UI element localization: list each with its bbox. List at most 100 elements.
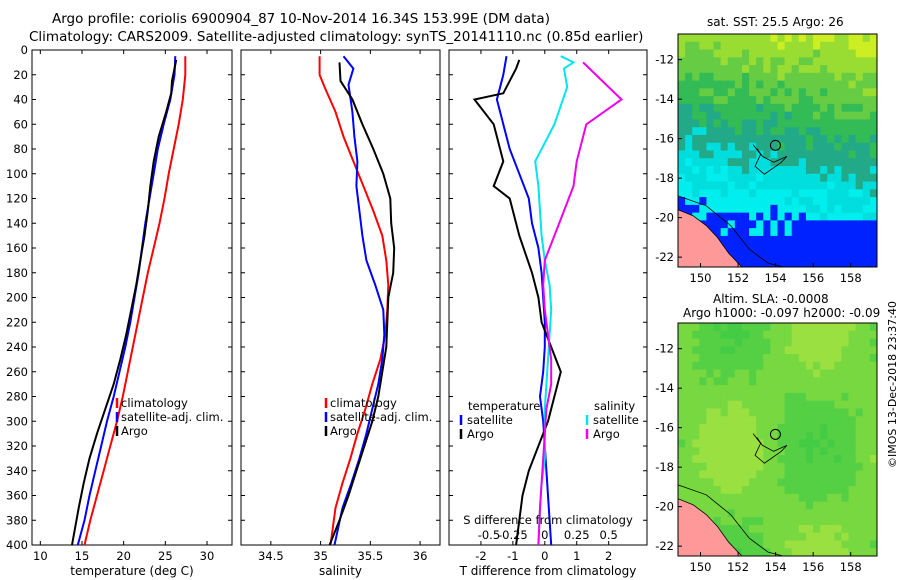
lon-tick-label: 156 <box>802 560 824 574</box>
series-climatology <box>83 56 187 545</box>
sst-map-field <box>678 34 877 267</box>
lat-tick-label: -12 <box>655 53 674 67</box>
series-satellite-adj-clim- <box>333 55 386 545</box>
x-tick-label: 35 <box>313 549 328 563</box>
legend-label: climatology <box>121 396 188 410</box>
depth-tick-label: 360 <box>6 489 28 503</box>
depth-tick-label: 140 <box>6 216 28 230</box>
legend-label: climatology <box>330 396 397 410</box>
depth-tick-label: 120 <box>6 192 28 206</box>
lat-tick-label: -20 <box>655 211 674 225</box>
lat-tick-label: -20 <box>655 500 674 514</box>
reef-outline <box>752 433 788 464</box>
land-mass <box>678 209 743 267</box>
lat-tick-label: -16 <box>655 132 674 146</box>
lon-tick-label: 150 <box>690 271 712 285</box>
depth-tick-label: 20 <box>13 68 28 82</box>
depth-tick-label: 300 <box>6 414 28 428</box>
legend-label: Argo <box>593 427 620 441</box>
temperature-frame <box>31 49 233 546</box>
lat-tick-label: -18 <box>655 171 674 185</box>
series-temperature-argo <box>472 59 562 545</box>
series-climatology <box>318 56 390 545</box>
depth-tick-label: 80 <box>13 142 28 156</box>
depth-tick-label: 200 <box>6 291 28 305</box>
depth-tick-label: 60 <box>13 117 28 131</box>
depth-tick-label: 240 <box>6 340 28 354</box>
lon-tick-label: 150 <box>690 560 712 574</box>
depth-tick-label: 100 <box>6 167 28 181</box>
x-tick-label: 2 <box>605 549 612 563</box>
legend-label: satellite <box>467 413 513 427</box>
lon-tick-label: 158 <box>840 560 862 574</box>
float-position-marker <box>769 139 781 151</box>
legend-label: satellite-adj. clim. <box>330 410 432 424</box>
depth-tick-label: 400 <box>6 538 28 552</box>
x-tick-label: 36 <box>413 549 428 563</box>
depth-tick-label: 260 <box>6 365 28 379</box>
sst-map-title: sat. SST: 25.5 Argo: 26 <box>707 15 844 29</box>
lon-tick-label: 154 <box>765 271 787 285</box>
x-tick-label: 35.5 <box>358 549 384 563</box>
depth-tick-label: 220 <box>6 315 28 329</box>
salinity-diff-axis-label: S difference from climatology <box>463 513 633 527</box>
x-tick-label: 10 <box>33 549 48 563</box>
salinity-diff-tick-label: 0.25 <box>564 528 590 542</box>
lat-tick-label: -16 <box>655 421 674 435</box>
depth-tick-label: 160 <box>6 241 28 255</box>
lat-tick-label: -22 <box>655 539 674 553</box>
series-salinity-satellite <box>534 55 576 545</box>
difference-frame <box>448 49 648 546</box>
x-tick-label: 25 <box>158 549 173 563</box>
legend-label: Argo <box>330 424 357 438</box>
x-tick-label: 0 <box>541 549 548 563</box>
lat-tick-label: -12 <box>655 342 674 356</box>
difference-xlabel: T difference from climatology <box>459 564 637 578</box>
x-tick-label: 1 <box>573 549 580 563</box>
lat-tick-label: -18 <box>655 460 674 474</box>
sst-map-frame <box>677 33 878 268</box>
lon-tick-label: 152 <box>727 560 749 574</box>
salinity-diff-tick-label: -0.5 <box>478 528 500 542</box>
depth-tick-label: 380 <box>6 513 28 527</box>
x-tick-label: -2 <box>475 549 486 563</box>
sla-map-title-line1: Altim. SLA: -0.0008 <box>713 292 829 306</box>
figure-title-line2: Climatology: CARS2009. Satellite-adjuste… <box>29 29 644 45</box>
depth-contour <box>677 195 784 268</box>
float-position-marker <box>769 428 781 440</box>
depth-contour <box>677 484 784 557</box>
x-tick-label: 30 <box>200 549 215 563</box>
depth-tick-label: 280 <box>6 390 28 404</box>
figure-title-line1: Argo profile: coriolis 6900904_87 10-Nov… <box>52 11 550 27</box>
lat-tick-label: -22 <box>655 250 674 264</box>
lat-tick-label: -14 <box>655 92 674 106</box>
lon-tick-label: 158 <box>840 271 862 285</box>
salinity-diff-tick-label: 0 <box>541 528 548 542</box>
series-argo <box>71 59 178 545</box>
depth-tick-label: 320 <box>6 439 28 453</box>
temperature-xlabel: temperature (deg C) <box>70 564 193 578</box>
salinity-diff-tick-label: -0.25 <box>498 528 528 542</box>
legend-label: satellite <box>593 413 639 427</box>
lon-tick-label: 154 <box>765 560 787 574</box>
x-tick-label: -1 <box>507 549 518 563</box>
legend-label: Argo <box>121 424 148 438</box>
salinity-xlabel: salinity <box>319 564 362 578</box>
imos-timestamp: ©IMOS 13-Dec-2018 23:37:40 <box>886 301 899 468</box>
series-argo <box>328 62 396 545</box>
legend-title-temperature: temperature <box>468 399 540 413</box>
depth-tick-label: 340 <box>6 464 28 478</box>
lon-tick-label: 152 <box>727 271 749 285</box>
depth-tick-label: 180 <box>6 266 28 280</box>
lon-tick-label: 156 <box>802 271 824 285</box>
sla-map: -12 -14 -16 -18 -20 -22 150 152 154 156 158 <box>655 322 878 574</box>
lat-tick-label: -14 <box>655 381 674 395</box>
depth-tick-label: 0 <box>21 43 28 57</box>
x-tick-label: 20 <box>116 549 131 563</box>
legend-label: Argo <box>467 427 494 441</box>
sla-map-frame <box>677 322 878 557</box>
sla-map-title-line2: Argo h1000: -0.097 h2000: -0.09 <box>683 306 881 320</box>
depth-tick-label: 40 <box>13 93 28 107</box>
series-salinity-argo <box>537 61 624 545</box>
